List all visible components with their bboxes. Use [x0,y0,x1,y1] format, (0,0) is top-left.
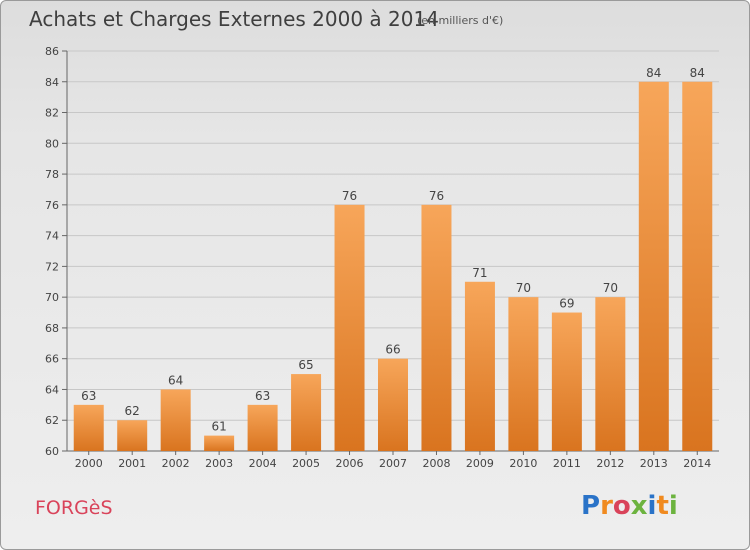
x-tick-label: 2002 [162,457,190,470]
y-tick-label: 70 [45,291,59,304]
y-tick-label: 86 [45,45,59,58]
x-tick-label: 2005 [292,457,320,470]
data-label: 63 [255,389,270,403]
y-tick-label: 74 [45,230,59,243]
proxiti-logo[interactable]: Proxiti [581,491,678,521]
data-label: 84 [646,66,661,80]
data-label: 65 [298,358,313,372]
bar-2012 [595,297,626,451]
x-tick-label: 2001 [118,457,146,470]
data-label: 71 [472,266,487,280]
logo-letter: r [600,491,613,521]
chart-subtitle: (en milliers d'€) [417,14,504,27]
bar-2006 [334,204,365,451]
bar-2008 [421,204,452,451]
x-tick-label: 2000 [75,457,103,470]
logo-letter: o [612,491,631,521]
x-tick-label: 2012 [596,457,624,470]
bar-2013 [638,81,669,452]
bar-2001 [117,420,148,451]
bar-2003 [204,435,235,451]
data-label: 62 [125,404,140,418]
data-label: 70 [516,281,531,295]
bar-2010 [508,297,539,451]
x-tick-label: 2009 [466,457,494,470]
axis-layer: 60 62 64 66 68 70 72 74 76 78 80 82 84 86 2000 2001 2002… [45,45,719,470]
data-label: 61 [211,420,226,434]
y-tick-label: 82 [45,107,59,120]
y-tick-label: 68 [45,322,59,335]
data-label: 66 [385,343,400,357]
x-tick-label: 2007 [379,457,407,470]
y-tick-label: 84 [45,76,59,89]
x-tick-label: 2008 [422,457,450,470]
x-tick-label: 2014 [683,457,711,470]
y-tick-label: 64 [45,383,59,396]
bar-2007 [378,358,408,451]
x-tick-label: 2013 [640,457,668,470]
data-label: 63 [81,389,96,403]
y-tick-label: 76 [45,199,59,212]
logo-letter: x [630,491,648,521]
data-label: 84 [690,66,705,80]
chart-title: Achats et Charges Externes 2000 à 2014 [29,7,439,31]
commune-name: FORGèS [35,497,113,519]
y-tick-label: 60 [45,445,59,458]
y-tick-label: 66 [45,353,59,366]
logo-letter: t [656,491,669,521]
x-tick-label: 2011 [553,457,581,470]
logo-letter: P [581,491,601,521]
bar-2009 [464,281,495,451]
x-tick-label: 2010 [509,457,537,470]
bar-layer [73,81,713,452]
bar-2002 [160,389,191,451]
y-tick-label: 80 [45,137,59,150]
y-tick-label: 72 [45,260,59,273]
x-tick-label: 2006 [336,457,364,470]
logo-letter: i [668,491,678,521]
bar-2011 [551,312,582,451]
data-label: 64 [168,373,183,387]
label-layer: 63 62 64 61 63 65 76 66 76 71 70 69 70 84 84 [81,66,705,434]
y-tick-label: 62 [45,414,59,427]
bar-2000 [73,404,104,451]
logo-letter: i [647,491,657,521]
data-label: 70 [603,281,618,295]
bar-2004 [247,404,278,451]
x-tick-label: 2003 [205,457,233,470]
y-tick-label: 78 [45,168,59,181]
bar-2005 [291,374,322,451]
x-tick-label: 2004 [249,457,277,470]
data-label: 76 [342,189,357,203]
bar-2014 [682,81,713,452]
data-label: 76 [429,189,444,203]
data-label: 69 [559,297,574,311]
